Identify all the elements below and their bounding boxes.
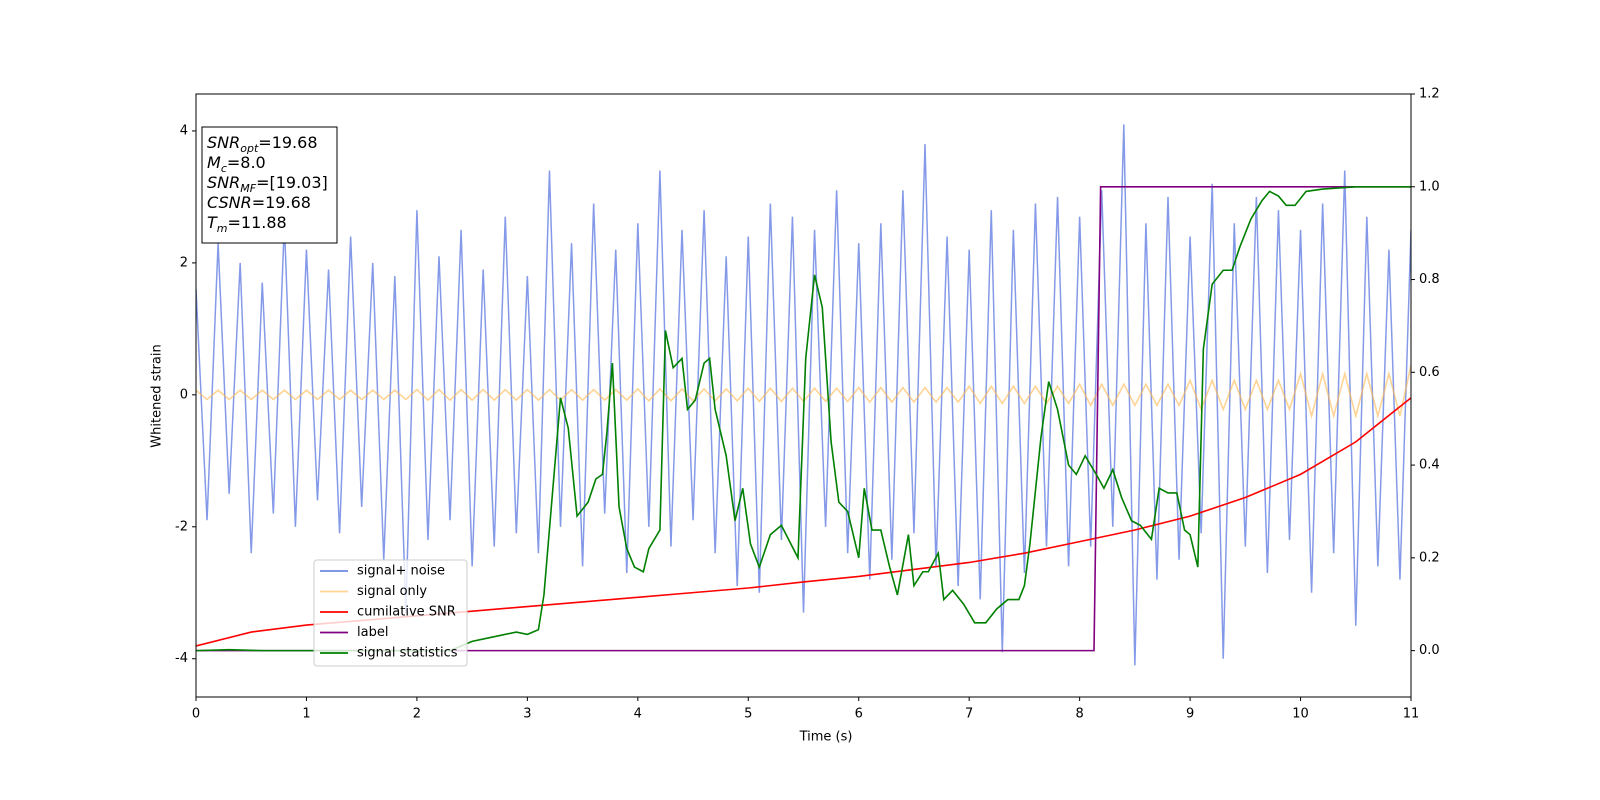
annotation-symbol: CSNR bbox=[207, 193, 252, 212]
legend-label: cumilative SNR bbox=[357, 605, 456, 620]
x-tick-label: 3 bbox=[523, 707, 531, 722]
annotation-symbol: SNR bbox=[207, 173, 240, 192]
annotation-value: =19.68 bbox=[258, 133, 317, 152]
plot-frame bbox=[195, 93, 1412, 698]
y2-tick-label: 0.0 bbox=[1419, 643, 1440, 658]
y-tick-label: -2 bbox=[175, 519, 188, 534]
y-tick-label: -4 bbox=[175, 651, 188, 666]
x-tick-label: 8 bbox=[1075, 707, 1083, 722]
annotation-subscript: MF bbox=[240, 182, 256, 195]
y-axis-label: Whitened strain bbox=[150, 344, 165, 447]
annotation-subscript: c bbox=[221, 162, 227, 175]
annotation-value: =11.88 bbox=[228, 213, 287, 232]
annotation-subscript: m bbox=[217, 222, 228, 235]
annotation-value: =[19.03] bbox=[256, 173, 328, 192]
x-tick-label: 6 bbox=[855, 707, 863, 722]
annotation: SNRMF=[19.03] bbox=[207, 173, 328, 195]
legend-label: signal+ noise bbox=[357, 564, 445, 579]
annotation-value: =8.0 bbox=[227, 153, 266, 172]
annotation-symbol: SNR bbox=[207, 133, 240, 152]
x-tick-label: 7 bbox=[965, 707, 973, 722]
x-tick-label: 1 bbox=[302, 707, 310, 722]
annotation-symbol: M bbox=[207, 153, 221, 172]
annotation-subscript: opt bbox=[240, 142, 259, 155]
x-tick-label: 2 bbox=[413, 707, 421, 722]
series-line bbox=[196, 185, 1411, 652]
y2-tick-label: 0.4 bbox=[1419, 458, 1440, 473]
series-line bbox=[196, 185, 1411, 652]
annotation: SNRopt=19.68 bbox=[207, 133, 318, 155]
x-tick-label: 0 bbox=[192, 707, 200, 722]
legend-label: signal statistics bbox=[357, 646, 458, 661]
y2-tick-label: 1.2 bbox=[1419, 87, 1440, 102]
y-tick-label: 2 bbox=[180, 255, 188, 270]
legend-label: signal only bbox=[357, 584, 427, 599]
x-tick-label: 4 bbox=[634, 707, 642, 722]
x-tick-label: 11 bbox=[1403, 707, 1420, 722]
y2-tick-label: 0.8 bbox=[1419, 272, 1440, 287]
annotation-frame bbox=[201, 126, 338, 244]
x-tick-label: 9 bbox=[1186, 707, 1194, 722]
y-tick-label: 0 bbox=[180, 387, 188, 402]
y2-tick-label: 0.6 bbox=[1419, 365, 1440, 380]
annotation-box: SNRopt=19.68Mc=8.0SNRMF=[19.03]CSNR=19.6… bbox=[201, 126, 338, 244]
y2-tick-label: 0.2 bbox=[1419, 550, 1440, 565]
legend-frame bbox=[313, 559, 468, 667]
annotation: CSNR=19.68 bbox=[207, 193, 311, 212]
legend: signal+ noise signal only cumilative SNR la… bbox=[313, 559, 468, 667]
y2-tick-label: 1.0 bbox=[1419, 179, 1440, 194]
annotation: Mc=8.0 bbox=[207, 153, 266, 175]
annotation: Tm=11.88 bbox=[207, 213, 287, 235]
series-line bbox=[196, 124, 1411, 666]
y-tick-label: 4 bbox=[180, 123, 188, 138]
x-axis-label: Time (s) bbox=[799, 730, 853, 745]
x-tick-label: 5 bbox=[744, 707, 752, 722]
legend-label: label bbox=[357, 625, 388, 640]
annotation-symbol: T bbox=[207, 213, 218, 232]
x-tick-label: 10 bbox=[1292, 707, 1309, 722]
annotation-value: =19.68 bbox=[252, 193, 311, 212]
